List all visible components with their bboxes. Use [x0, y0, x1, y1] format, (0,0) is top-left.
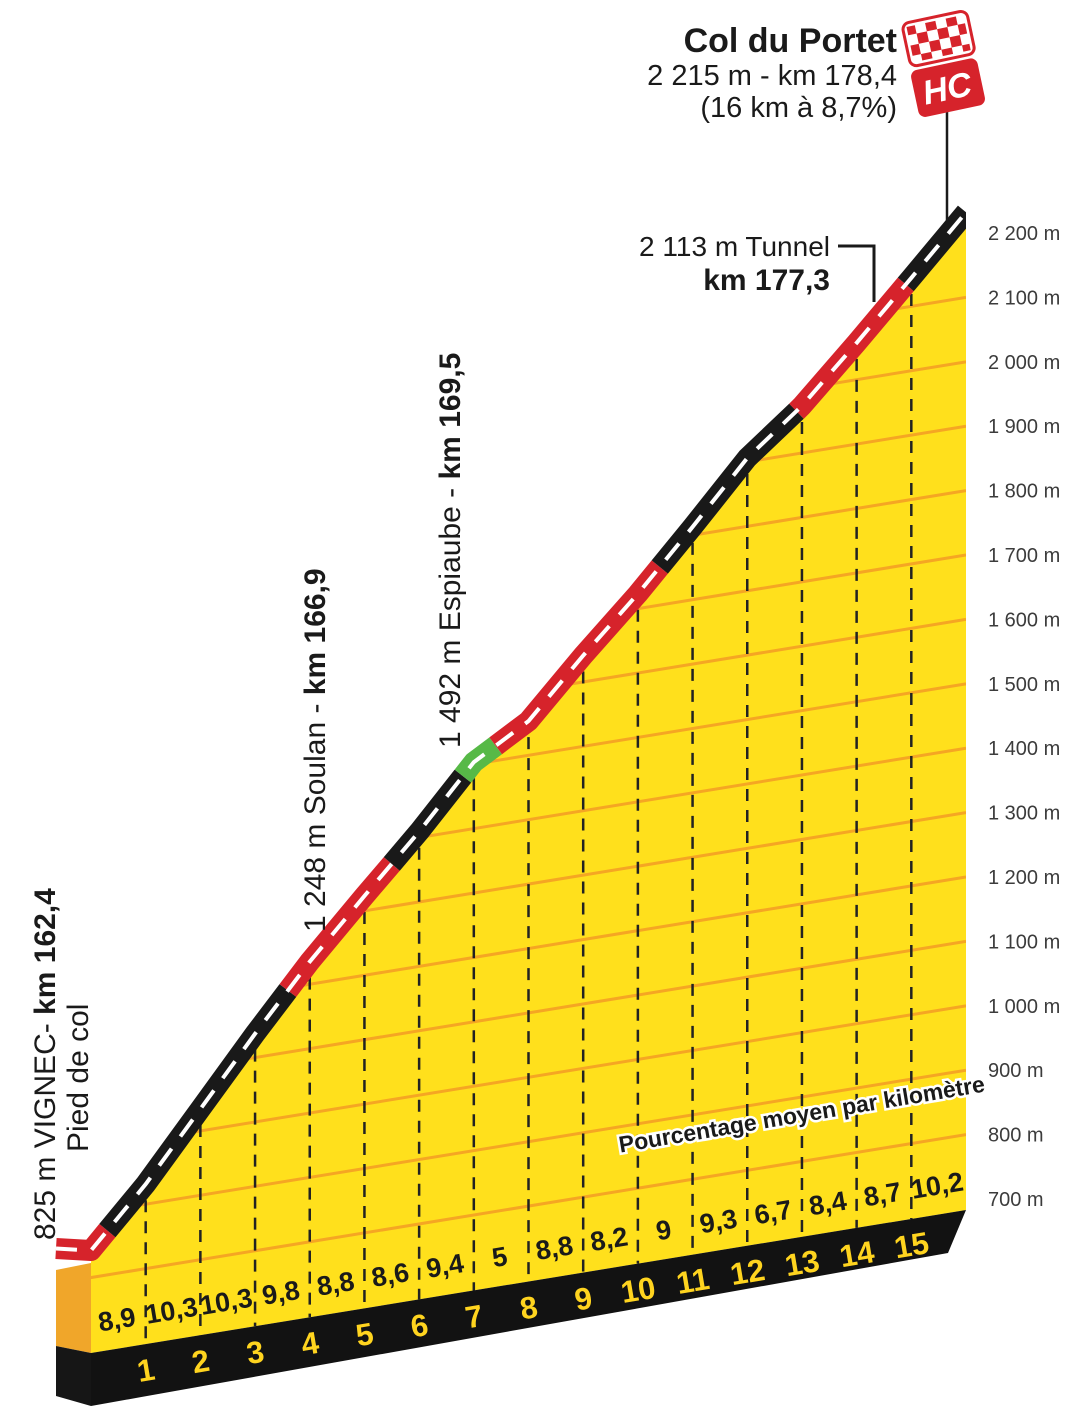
- soulan-label-prefix: 1 248 m Soulan -: [299, 695, 332, 932]
- tunnel-label: 2 113 m Tunnel: [639, 231, 830, 262]
- tunnel-pointer-line: [838, 244, 876, 302]
- gradient-label-km4: 9,8: [260, 1275, 302, 1311]
- elevation-label-1100m: 1 100 m: [988, 931, 1060, 953]
- km-number-6: 6: [408, 1307, 431, 1344]
- espiaube-label: 1 492 m Espiaube - km 169,5: [434, 353, 467, 748]
- espiaube-label-km: km 169,5: [434, 353, 467, 480]
- gradient-label-km15: 8,7: [861, 1177, 903, 1213]
- gradient-label-km13: 6,7: [752, 1195, 794, 1231]
- road-group: [55, 205, 966, 1261]
- km-number-15: 15: [892, 1225, 932, 1265]
- soulan-label-km: km 166,9: [299, 568, 332, 695]
- km-number-10: 10: [618, 1270, 658, 1310]
- km-number-11: 11: [674, 1261, 712, 1301]
- gradient-label-km7: 9,4: [424, 1248, 466, 1284]
- hc-panel: [911, 58, 985, 117]
- vignec-label: 825 m VIGNEC- km 162,4: [29, 888, 62, 1240]
- km-numbers-group: 1 2 3 4 5 6 7 8 9 10 11 12 13 14 15: [135, 1225, 932, 1389]
- gradient-label-km10: 8,2: [588, 1221, 630, 1257]
- elevation-label-2100m: 2 100 m: [988, 287, 1060, 309]
- elevation-label-900m: 900 m: [988, 1060, 1044, 1082]
- side-wedge: [56, 1263, 91, 1353]
- terrain-group: [56, 223, 966, 1406]
- gradient-label-km11: 9: [654, 1214, 674, 1246]
- gradient-labels-group: 8,9 10,310,3 9,8 8,8 8,6 9,4 5 8,8 8,2 9 9,3 6,7 8,4…: [96, 1166, 966, 1337]
- km-ticks-group: [144, 293, 913, 1345]
- elevation-label-1000m: 1 000 m: [988, 996, 1060, 1018]
- elevation-label-2200m: 2 200 m: [988, 223, 1060, 245]
- gradient-label-km12: 9,3: [697, 1203, 739, 1239]
- summit-average: (16 km à 8,7%): [700, 92, 897, 124]
- espiaube-label-prefix: 1 492 m Espiaube -: [434, 480, 467, 749]
- km-number-2: 2: [189, 1343, 212, 1380]
- pied-de-col-label: Pied de col: [62, 1004, 95, 1152]
- gridline-900m: [91, 1068, 966, 1220]
- gradient-label-km9: 8,8: [533, 1230, 575, 1266]
- elevation-label-700m: 700 m: [988, 1189, 1044, 1211]
- summit-title: Col du Portet: [684, 22, 897, 60]
- gradient-label-km1: 8,9: [96, 1302, 138, 1338]
- elevation-label-1400m: 1 400 m: [988, 738, 1060, 760]
- elevation-label-800m: 800 m: [988, 1125, 1044, 1147]
- side-base: [56, 1346, 91, 1406]
- km-number-7: 7: [463, 1298, 486, 1335]
- soulan-label: 1 248 m Soulan - km 166,9: [299, 568, 332, 932]
- km-number-9: 9: [572, 1280, 595, 1317]
- vignec-label-km: km 162,4: [29, 888, 62, 1015]
- km-number-1: 1: [135, 1352, 158, 1389]
- checkered-flag-checks: [906, 14, 971, 63]
- km-number-8: 8: [517, 1289, 540, 1326]
- km-number-12: 12: [728, 1252, 768, 1292]
- gradient-label-km8: 5: [490, 1241, 510, 1273]
- elevation-axis-group: 2 200 m 2 100 m 2 000 m 1 900 m 1 800 m 1 700…: [988, 223, 1060, 1211]
- gridline-800m: [91, 1133, 966, 1285]
- summit-elevation-km: 2 215 m - km 178,4: [647, 60, 897, 92]
- elevation-label-1300m: 1 300 m: [988, 803, 1060, 825]
- road-centerline-dashes: [55, 211, 966, 1253]
- elevation-label-1500m: 1 500 m: [988, 674, 1060, 696]
- hc-badge: HC: [901, 9, 985, 117]
- gradient-label-km5: 8,8: [315, 1266, 357, 1302]
- km-number-4: 4: [299, 1325, 323, 1362]
- elevation-label-1200m: 1 200 m: [988, 867, 1060, 889]
- km-number-5: 5: [353, 1316, 376, 1353]
- elevation-label-2000m: 2 000 m: [988, 352, 1060, 374]
- tunnel-km-label: km 177,3: [703, 264, 830, 297]
- elevation-label-1600m: 1 600 m: [988, 609, 1060, 631]
- km-number-13: 13: [782, 1243, 822, 1283]
- elevation-label-1900m: 1 900 m: [988, 416, 1060, 438]
- vignec-label-prefix: 825 m VIGNEC-: [29, 1015, 62, 1240]
- km-number-14: 14: [837, 1234, 878, 1274]
- elevation-label-1700m: 1 700 m: [988, 545, 1060, 567]
- gradient-label-km14: 8,4: [807, 1186, 849, 1222]
- gridline-1000m: [91, 1004, 966, 1156]
- gradient-label-km6: 8,6: [369, 1257, 411, 1293]
- km-number-3: 3: [244, 1334, 267, 1371]
- elevation-label-1800m: 1 800 m: [988, 481, 1060, 503]
- km-band: [91, 1210, 966, 1406]
